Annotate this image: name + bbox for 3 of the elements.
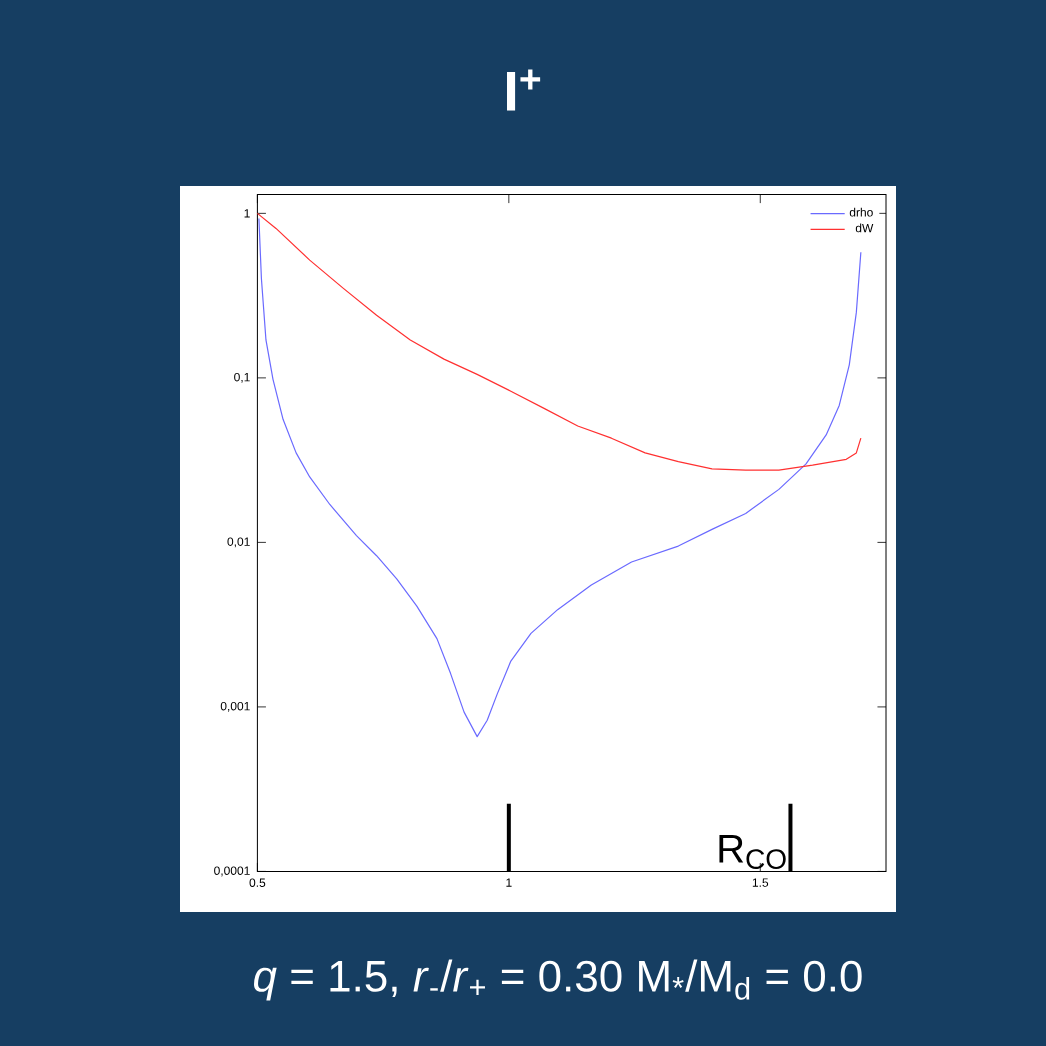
text: q = 1.5, r$_{-}$/r$_{+}$ = 0.30 M$_{*}$/M$_{d}$ = 0.0: [254, 959, 862, 1001]
ref-line-label: R$_{CO}$: [719, 835, 786, 870]
chart-title: I$^{+}$: [507, 69, 541, 111]
